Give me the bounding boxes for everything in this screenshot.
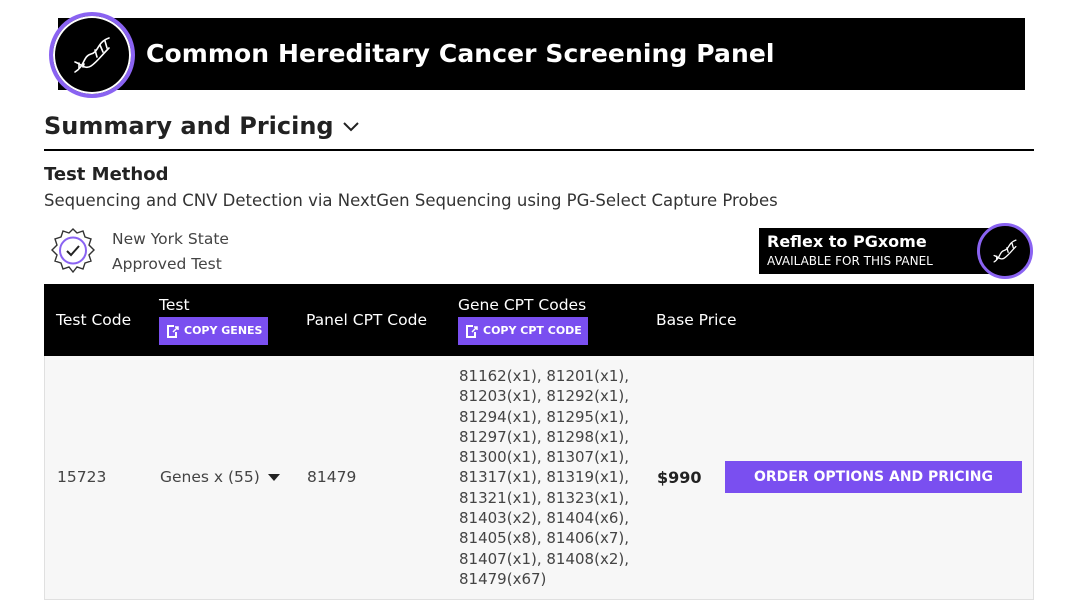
copy-genes-button[interactable]: COPY GENES [159, 317, 269, 345]
certified-badge-icon [48, 226, 98, 276]
copy-icon [167, 325, 179, 338]
panel-cpt-cell: 81479 [307, 468, 357, 486]
gene-cpt-line: 81162(x1), 81201(x1), [459, 367, 629, 385]
summary-pricing-toggle[interactable]: Summary and Pricing [44, 112, 360, 140]
pricing-table: Test Code Test COPY GENES Panel CPT Code… [44, 284, 1034, 600]
copy-cpt-code-button[interactable]: COPY CPT CODE [458, 317, 588, 345]
dna-icon [977, 223, 1033, 279]
summary-title: Summary and Pricing [44, 112, 334, 140]
base-price-value: $990 [657, 468, 702, 487]
test-code-cell: 15723 [57, 468, 107, 486]
panel-logo [49, 12, 135, 98]
gene-cpt-codes-cell: 81162(x1), 81201(x1), 81203(x1), 81292(x… [459, 366, 639, 589]
order-options-button[interactable]: ORDER OPTIONS AND PRICING [725, 461, 1022, 493]
th-test: Test [159, 296, 190, 314]
reflex-subtitle: AVAILABLE FOR THIS PANEL [767, 254, 933, 268]
panel-header-banner: Common Hereditary Cancer Screening Panel [58, 18, 1025, 90]
th-base-price: Base Price [656, 311, 737, 329]
gene-cpt-line: 81321(x1), 81323(x1), [459, 488, 629, 507]
test-method-label: Test Method [44, 164, 169, 185]
gene-cpt-line: 81297(x1), 81298(x1), [459, 427, 629, 446]
table-header: Test Code Test COPY GENES Panel CPT Code… [44, 284, 1034, 356]
gene-cpt-line: 81403(x2), 81404(x6), [459, 509, 629, 528]
th-test-code: Test Code [56, 311, 132, 329]
panel-title: Common Hereditary Cancer Screening Panel [146, 39, 775, 68]
gene-cpt-line: 81300(x1), 81307(x1), [459, 448, 629, 467]
nys-line-1: New York State [112, 230, 229, 248]
table-row: 15723 Genes x (55) 81479 81162(x1), 8120… [44, 356, 1034, 600]
gene-cpt-line: 81294(x1), 81295(x1), [459, 407, 629, 426]
caret-down-icon [267, 473, 280, 481]
section-divider [44, 149, 1034, 151]
gene-cpt-line: 81407(x1), 81408(x2), [459, 549, 629, 568]
test-method-value: Sequencing and CNV Detection via NextGen… [44, 191, 778, 210]
nys-approved-text: New York State Approved Test [112, 227, 229, 277]
th-panel-cpt: Panel CPT Code [306, 311, 427, 329]
gene-cpt-line: 81317(x1), 81319(x1), [459, 468, 629, 487]
nys-line-2: Approved Test [112, 255, 222, 273]
chevron-down-icon [342, 120, 360, 132]
gene-cpt-line: 81479(x67) [459, 569, 547, 588]
dna-icon [74, 37, 110, 73]
copy-cpt-label: COPY CPT CODE [483, 324, 582, 337]
copy-genes-label: COPY GENES [184, 324, 263, 337]
gene-cpt-line: 81203(x1), 81292(x1), [459, 387, 629, 406]
reflex-title: Reflex to PGxome [767, 232, 927, 251]
genes-label: Genes x (55) [160, 468, 260, 486]
th-gene-cpt: Gene CPT Codes [458, 296, 587, 314]
copy-icon [466, 325, 478, 338]
gene-cpt-line: 81405(x8), 81406(x7), [459, 529, 629, 548]
reflex-pgxome-box[interactable]: Reflex to PGxome AVAILABLE FOR THIS PANE… [759, 228, 995, 274]
genes-dropdown[interactable]: Genes x (55) [160, 468, 280, 486]
